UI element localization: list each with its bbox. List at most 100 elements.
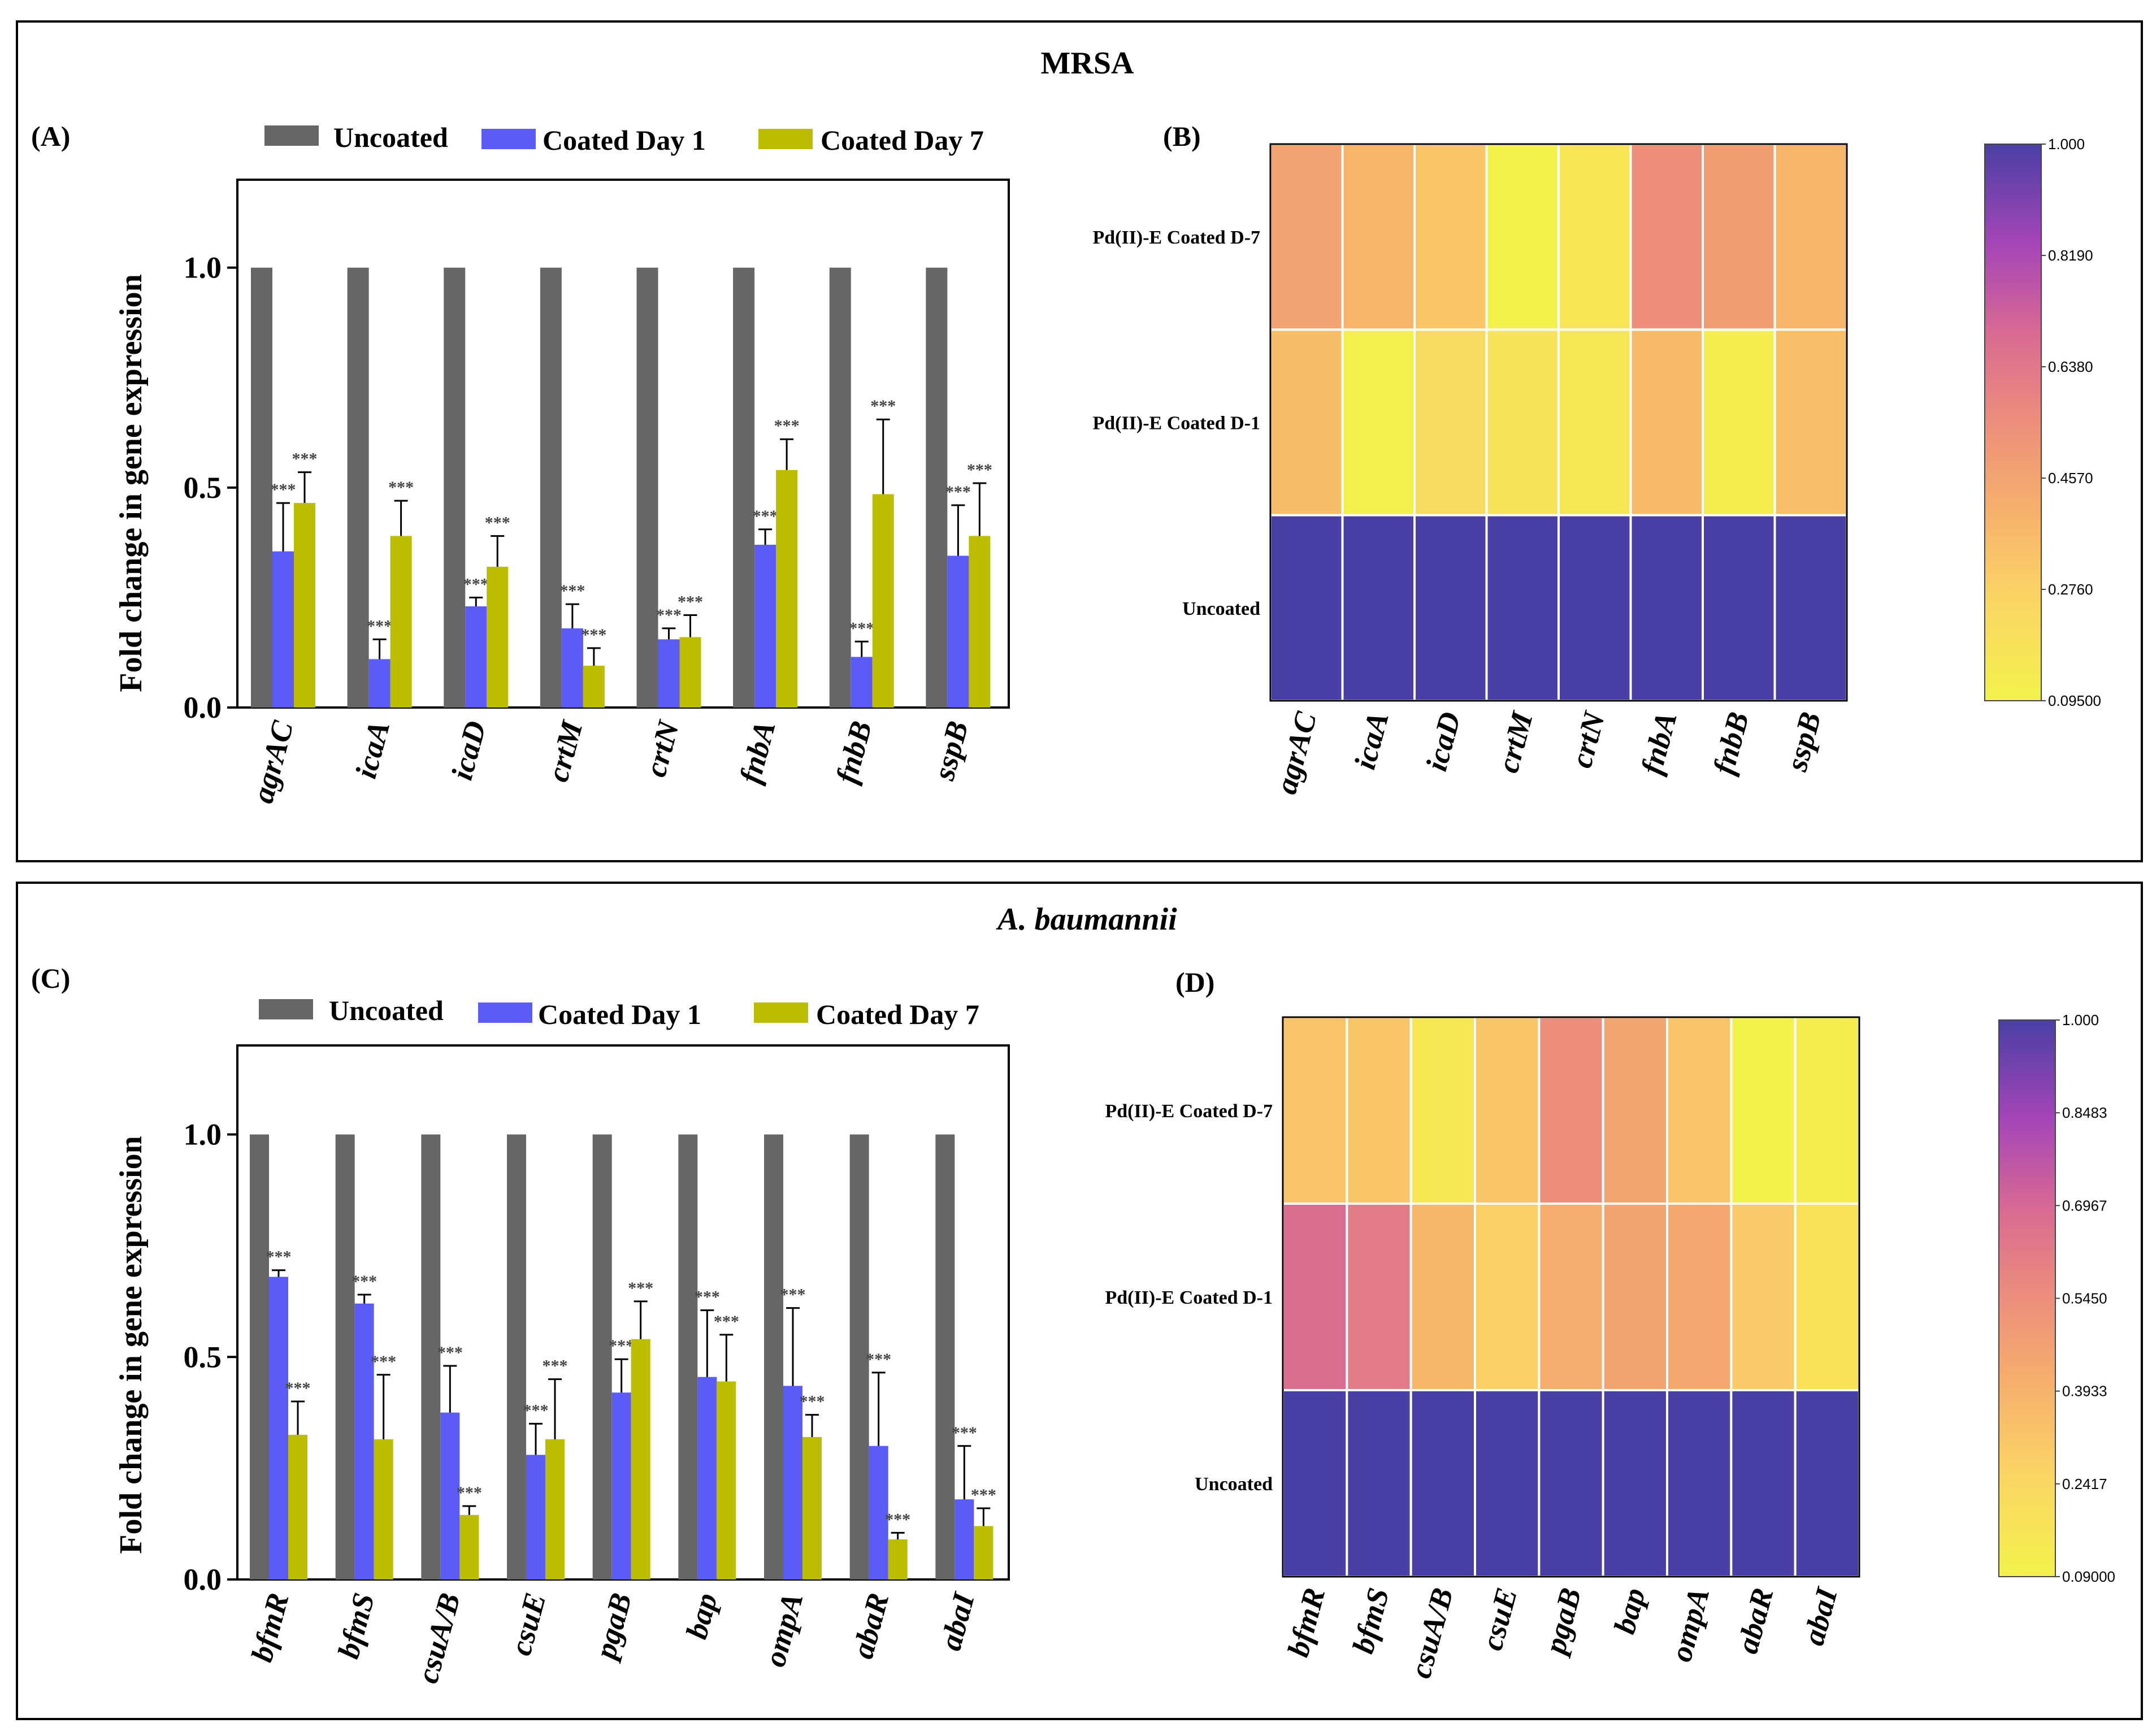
bar-coated-day-1-fnba [754, 545, 776, 708]
significance-marker: *** [609, 1336, 634, 1355]
significance-marker: *** [971, 1486, 996, 1504]
heatmap-cell-uncoated-crtn [1557, 514, 1632, 702]
heatmap-cell-uncoated-bfms [1346, 1389, 1412, 1578]
bar-coated-day-1-sspb [947, 555, 969, 708]
heatmap-cell-pd-ii-e-coated-d-7-abar [1730, 1016, 1797, 1205]
heatmap-abaumannii: Pd(II)-E Coated D-7 Pd(II)-E Coated D-1 Un… [1105, 1012, 2115, 1682]
bar-coated-day-1-bfms [354, 1303, 374, 1579]
bar-chart-mrsa: 0.00.51.0******agrAC******icaA******icaD… [184, 179, 1010, 806]
significance-marker: *** [285, 1379, 311, 1398]
colorbar-tick-label: 0.09000 [2062, 1568, 2115, 1585]
heatmap-row-label-pd-ii-e-coated-d-7: Pd(II)-E Coated D-7 [1092, 227, 1260, 248]
bar-coated-day-7-icaa [390, 536, 412, 708]
bar-uncoated-bap [678, 1134, 698, 1579]
heatmap-col-label-crtn: crtN [1564, 708, 1612, 771]
heatmap-cell-pd-ii-e-coated-d-7-abai [1794, 1016, 1861, 1205]
colorbar-tick-label: 0.4570 [2048, 470, 2093, 487]
bar-uncoated-crtn [636, 267, 658, 708]
legend-label-coated-day-1: Coated Day 1 [538, 999, 701, 1030]
bar-coated-day-1-csua-b [440, 1412, 460, 1579]
y-tick-label: 0.5 [184, 471, 222, 505]
significance-marker: *** [463, 575, 489, 593]
bar-coated-day-1-crtm [561, 628, 583, 708]
heatmap-cell-pd-ii-e-coated-d-1-abai [1794, 1203, 1861, 1391]
heatmap-col-label-sspb: sspB [1779, 709, 1827, 775]
heatmap-cell-pd-ii-e-coated-d-1-fnbb [1702, 328, 1776, 517]
heatmap-row-label-pd-ii-e-coated-d-1: Pd(II)-E Coated D-1 [1105, 1287, 1273, 1308]
colorbar-tick-label: 0.8483 [2062, 1104, 2107, 1121]
significance-marker: *** [543, 1357, 568, 1375]
significance-marker: *** [967, 461, 992, 479]
significance-marker: *** [695, 1288, 720, 1307]
significance-marker: *** [870, 397, 896, 415]
heatmap-cell-pd-ii-e-coated-d-7-agrac [1269, 143, 1344, 331]
y-tick-label: 1.0 [184, 1118, 222, 1152]
bar-coated-day-7-icad [487, 566, 509, 708]
significance-marker: *** [714, 1312, 739, 1331]
bar-coated-day-7-crtm [583, 666, 605, 708]
heatmap-col-label-bap: bap [1607, 1585, 1652, 1638]
heatmap-cell-uncoated-ompa [1666, 1389, 1733, 1578]
heatmap-col-label-fnba: fnbA [1634, 709, 1684, 778]
panel-label-d: (D) [1175, 966, 1214, 998]
heatmap-cell-pd-ii-e-coated-d-7-crtm [1485, 143, 1560, 331]
legend-label-coated-day-1: Coated Day 1 [543, 124, 706, 156]
bar-coated-day-7-fnbb [872, 494, 894, 708]
bar-coated-day-7-sspb [969, 536, 991, 708]
bar-chart-abaumannii: 0.0 0.5 1.0 *** *** bfmR *** *** bfmS *** *** csuA/… [184, 1044, 1010, 1687]
x-tick-label-abar: abaR [845, 1590, 895, 1663]
heatmap-cell-pd-ii-e-coated-d-7-crtn [1557, 143, 1632, 331]
heatmap-cell-pd-ii-e-coated-d-7-fnba [1629, 143, 1704, 331]
heatmap-cell-uncoated-csua-b [1409, 1389, 1477, 1578]
x-tick-label-pgab: pgaB [588, 1590, 638, 1664]
heatmap-cell-pd-ii-e-coated-d-7-sspb [1773, 143, 1848, 331]
bar-uncoated-bfmr [250, 1134, 269, 1579]
bar-coated-day-1-ompa [783, 1386, 802, 1579]
x-tick-label-abai: abaI [934, 1589, 982, 1654]
bar-coated-day-1-bfmr [269, 1277, 288, 1579]
heatmap-cell-uncoated-icaa [1341, 514, 1416, 702]
heatmap-col-label-icaa: icaA [1347, 709, 1395, 773]
x-tick-label-fnbb: fnbB [830, 718, 879, 787]
heatmap-cell-pd-ii-e-coated-d-1-csua-b [1409, 1203, 1477, 1391]
significance-marker: *** [678, 593, 703, 611]
heatmap-cell-uncoated-bap [1602, 1389, 1669, 1578]
bar-coated-day-7-abai [974, 1526, 993, 1579]
x-tick-label-csua-b: csuA/B [410, 1590, 467, 1687]
significance-marker: *** [271, 480, 296, 499]
heatmap-col-label-csue: csuE [1475, 1585, 1524, 1654]
plot-frame [236, 179, 1010, 709]
heatmap-cell-pd-ii-e-coated-d-7-bap [1602, 1016, 1669, 1205]
panel-label-a: (A) [31, 120, 70, 152]
y-tick-label: 0.5 [184, 1340, 222, 1374]
bar-uncoated-sspb [926, 267, 948, 708]
heatmap-cell-uncoated-fnbb [1702, 514, 1776, 702]
heatmap-cell-pd-ii-e-coated-d-7-fnbb [1702, 143, 1776, 331]
bar-coated-day-1-icad [465, 606, 487, 708]
x-tick-label-icad: icaD [445, 718, 493, 784]
heatmap-cell-pd-ii-e-coated-d-7-csue [1474, 1016, 1541, 1205]
bar-coated-day-1-abai [954, 1499, 974, 1579]
significance-marker: *** [656, 606, 682, 624]
heatmap-cell-pd-ii-e-coated-d-7-bfms [1346, 1016, 1412, 1205]
heatmap-row-label-pd-ii-e-coated-d-7: Pd(II)-E Coated D-7 [1105, 1101, 1273, 1122]
colorbar-tick-label: 0.2760 [2048, 581, 2093, 598]
x-tick-label-crtn: crtN [639, 717, 686, 780]
x-tick-label-bfmr: bfmR [245, 1590, 296, 1665]
bar-coated-day-7-bfmr [288, 1435, 307, 1579]
bar-uncoated-icad [444, 267, 466, 708]
significance-marker: *** [945, 483, 971, 501]
legend-label-coated-day-7: Coated Day 7 [816, 999, 979, 1030]
bar-coated-day-1-agrac [272, 551, 294, 708]
bar-coated-day-7-agrac [294, 503, 315, 708]
colorbar-tick-label: 0.6967 [2062, 1197, 2107, 1214]
bar-uncoated-crtm [540, 267, 562, 708]
significance-marker: *** [559, 581, 585, 600]
heatmap-cell-pd-ii-e-coated-d-1-fnba [1629, 328, 1704, 517]
significance-marker: *** [266, 1248, 292, 1266]
heatmap-cell-uncoated-abai [1794, 1389, 1861, 1578]
significance-marker: *** [628, 1279, 653, 1297]
legend-swatch-coated-day-1 [478, 1002, 532, 1023]
significance-marker: *** [866, 1350, 891, 1369]
colorbar-tick-label: 0.6380 [2048, 358, 2093, 375]
